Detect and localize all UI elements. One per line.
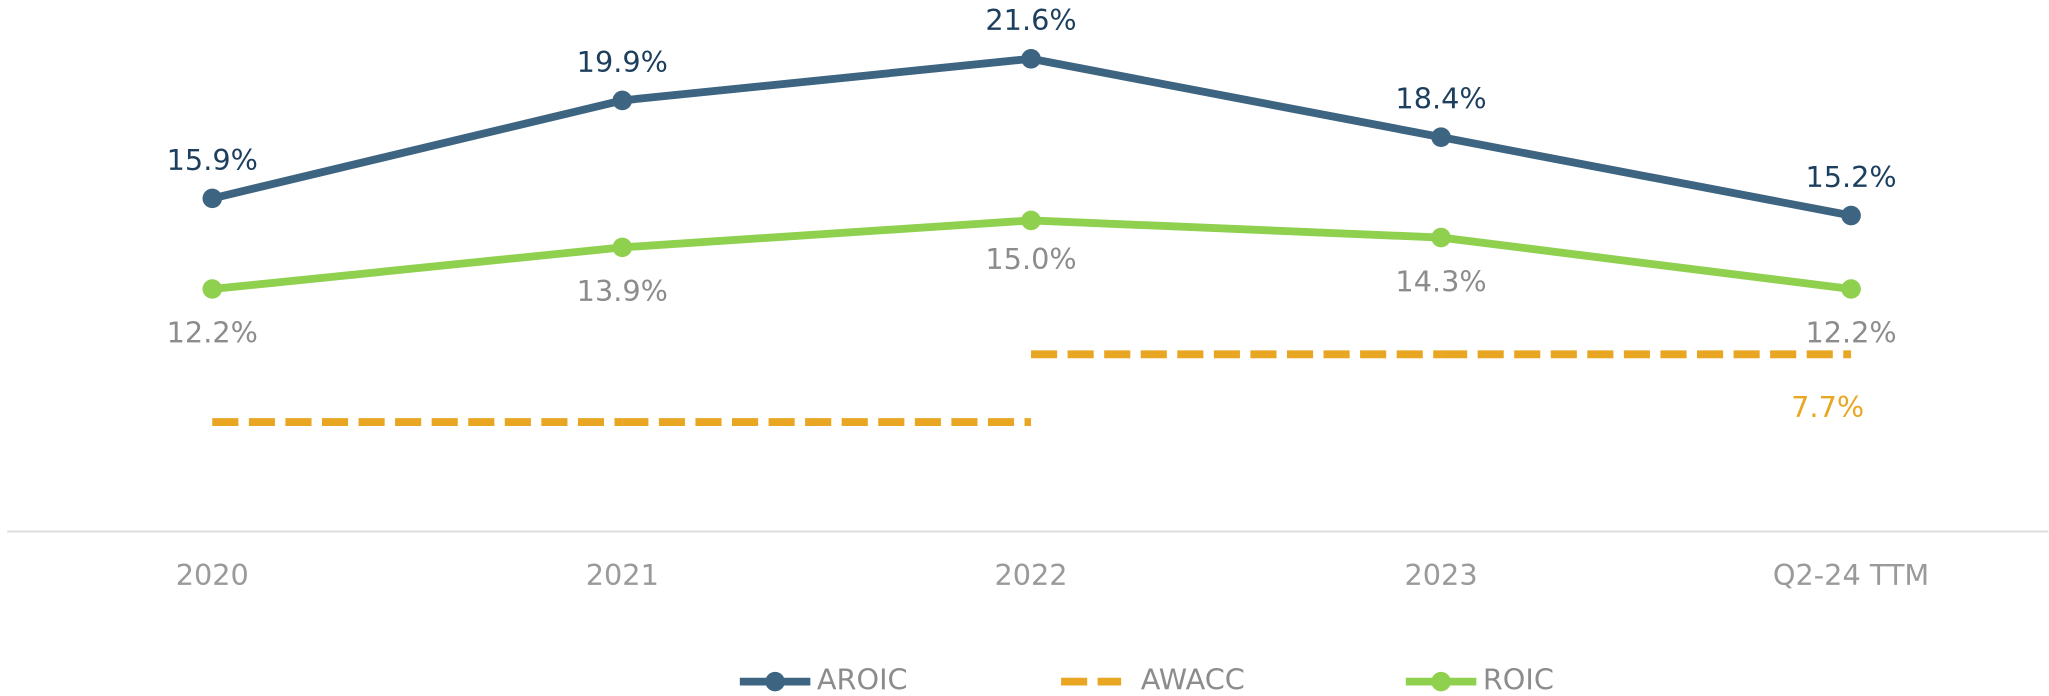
x-tick-label: 2023 xyxy=(1405,558,1478,592)
data-label: 21.6% xyxy=(985,3,1076,37)
point xyxy=(1841,279,1861,299)
point xyxy=(1431,227,1451,248)
data-label: 12.2% xyxy=(1805,316,1896,350)
point xyxy=(612,237,633,258)
data-label: 13.9% xyxy=(577,274,668,308)
data-label: 15.2% xyxy=(1805,160,1896,194)
x-tick-label: 2021 xyxy=(586,558,659,592)
legend-label: ROIC xyxy=(1483,663,1554,696)
point xyxy=(202,188,223,209)
legend-label: AROIC xyxy=(817,663,908,696)
data-label: 19.9% xyxy=(577,45,668,79)
point xyxy=(1021,48,1041,69)
data-label: 15.9% xyxy=(167,143,258,177)
legend-label: AWACC xyxy=(1141,663,1245,696)
point xyxy=(1021,210,1041,231)
series-line xyxy=(211,54,1852,220)
data-label: 15.0% xyxy=(985,242,1076,276)
point xyxy=(202,279,223,299)
x-tick-label: 2020 xyxy=(176,558,249,592)
x-tick-label: Q2-24 TTM xyxy=(1773,558,1929,592)
legend-marker xyxy=(1431,671,1451,692)
point xyxy=(1431,127,1451,147)
x-tick-label: 2022 xyxy=(994,558,1067,592)
point xyxy=(1841,205,1861,226)
data-label: 12.2% xyxy=(167,316,258,350)
data-label: 7.7% xyxy=(1791,390,1864,424)
legend-marker xyxy=(765,671,785,692)
point xyxy=(612,90,633,111)
data-label: 18.4% xyxy=(1395,82,1486,116)
data-label: 14.3% xyxy=(1395,264,1486,298)
